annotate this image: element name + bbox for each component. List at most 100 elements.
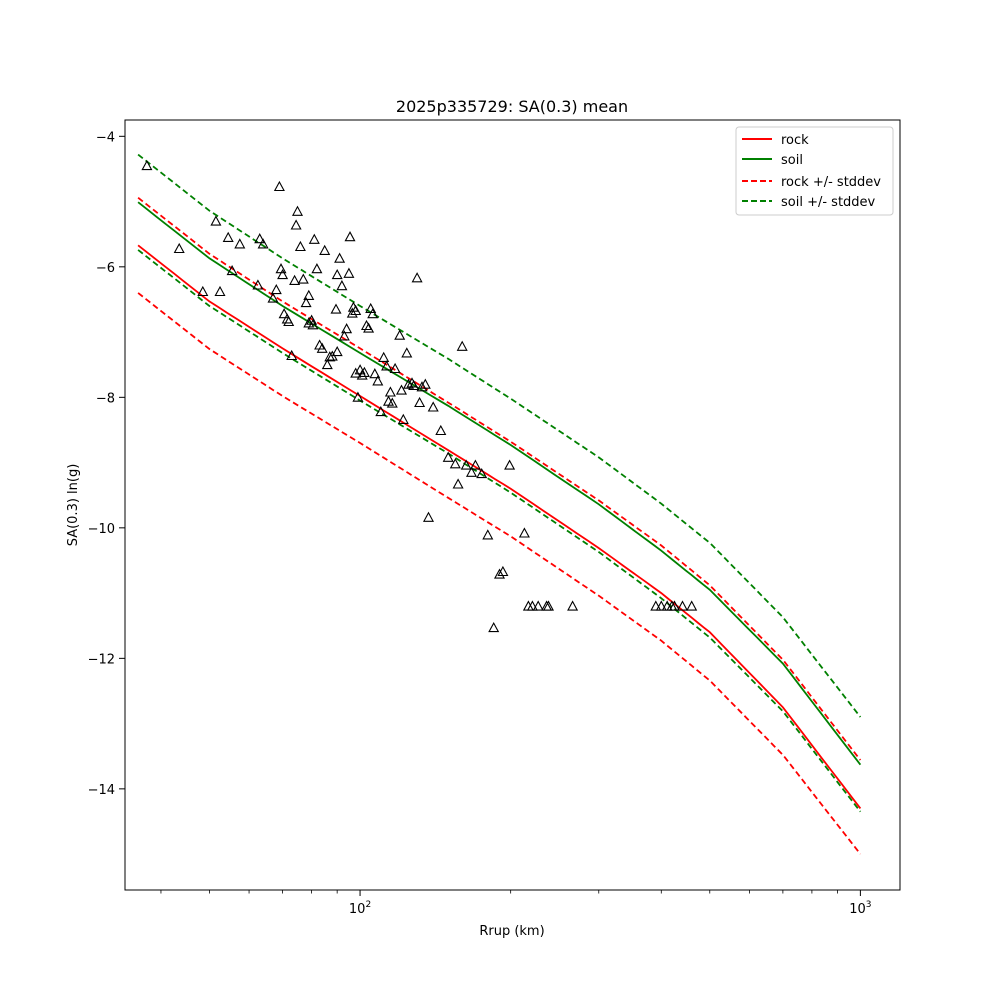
data-point: [414, 396, 426, 408]
data-point: [358, 366, 370, 377]
data-point: [668, 600, 681, 611]
data-point: [303, 289, 315, 300]
data-point: [277, 268, 289, 280]
data-point: [686, 600, 698, 611]
legend-label-rock-stddev: rock +/- stddev: [781, 175, 881, 190]
x-axis-label: Rrup (km): [479, 924, 544, 939]
data-point: [384, 386, 396, 397]
data-point: [497, 565, 509, 577]
data-point: [532, 600, 544, 611]
data-point: [402, 378, 415, 389]
data-point: [210, 215, 222, 226]
legend-label-soil: soil: [781, 153, 803, 168]
data-point: [435, 424, 447, 436]
data-point: [350, 367, 362, 378]
series-line-5: [137, 249, 862, 813]
data-point: [488, 621, 500, 633]
data-point: [427, 401, 439, 412]
data-point: [257, 238, 269, 249]
data-point: [411, 272, 423, 283]
data-point: [290, 219, 302, 230]
series-line-3: [137, 292, 862, 855]
legend: rock soil rock +/- stddev soil +/- stdde…: [735, 126, 894, 216]
data-point: [283, 315, 295, 327]
data-point: [141, 159, 153, 171]
y-axis-label: SA(0.3) ln(g): [66, 464, 81, 547]
data-point: [308, 233, 320, 244]
data-point: [300, 296, 312, 308]
data-point: [352, 391, 364, 402]
data-point: [343, 267, 355, 278]
data-point: [442, 451, 454, 462]
y-tick-label: −14: [88, 783, 115, 798]
y-tick-label: −12: [88, 652, 115, 667]
data-point: [275, 263, 287, 274]
data-point: [389, 362, 401, 374]
data-point: [316, 342, 328, 353]
data-point: [372, 375, 384, 386]
data-point: [416, 381, 428, 392]
data-point: [408, 379, 420, 391]
data-point: [291, 205, 304, 216]
data-point: [397, 413, 409, 424]
data-point: [226, 264, 238, 276]
data-point: [456, 340, 468, 351]
data-point: [363, 322, 375, 333]
data-point: [294, 240, 306, 252]
y-tick-label: −8: [96, 391, 115, 406]
data-point: [676, 600, 689, 611]
data-point: [369, 368, 381, 379]
data-point: [375, 405, 387, 417]
data-point: [267, 292, 279, 303]
data-point: [286, 349, 298, 361]
chart-title: 2025p335729: SA(0.3) mean: [396, 97, 628, 116]
data-point: [449, 458, 461, 469]
x-tick-label: 102: [349, 900, 371, 917]
data-point: [234, 238, 246, 249]
data-point: [336, 279, 348, 291]
data-point: [382, 395, 395, 406]
x-tick-label: 103: [849, 900, 871, 917]
lines-layer: [137, 153, 862, 855]
data-point: [395, 384, 408, 395]
data-point: [493, 568, 506, 579]
data-point: [173, 242, 185, 254]
data-point: [324, 351, 336, 362]
data-point: [542, 600, 555, 611]
data-point: [311, 263, 323, 274]
data-point: [419, 378, 431, 389]
data-point: [297, 273, 309, 284]
data-point: [346, 307, 358, 318]
data-point: [197, 285, 209, 297]
data-point: [401, 347, 413, 358]
data-point: [344, 231, 356, 242]
data-point: [422, 511, 435, 522]
data-point: [504, 459, 516, 470]
data-point: [360, 319, 373, 331]
data-point: [381, 360, 393, 371]
x-ticks: 102 103: [160, 890, 872, 917]
points-layer: [141, 159, 698, 633]
data-point: [378, 351, 390, 362]
data-point: [526, 600, 538, 611]
series-line-0: [137, 244, 862, 809]
data-point: [452, 478, 464, 489]
data-point: [367, 308, 379, 319]
series-line-4: [137, 153, 862, 718]
data-point: [465, 466, 478, 477]
legend-label-rock: rock: [781, 133, 809, 148]
data-point: [270, 283, 282, 295]
data-point: [338, 330, 350, 341]
data-point: [655, 600, 667, 611]
data-point: [334, 252, 346, 263]
data-point: [386, 397, 398, 408]
data-point: [469, 459, 481, 470]
y-ticks: −4 −6 −8 −10 −12 −14: [88, 130, 125, 798]
data-point: [330, 303, 342, 314]
data-point: [222, 231, 234, 242]
data-point: [394, 329, 406, 340]
data-point: [214, 285, 226, 297]
data-point: [331, 268, 343, 280]
data-point: [482, 529, 494, 540]
